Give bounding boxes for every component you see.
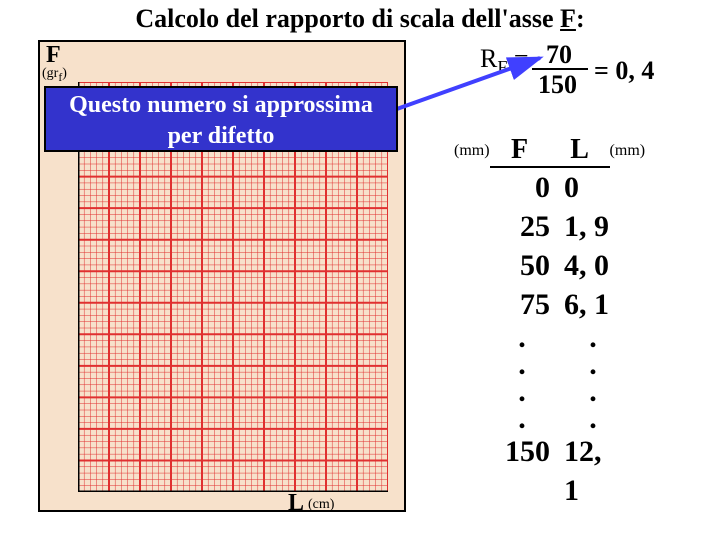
table-body: 0255075....150 01, 94, 06, 1....12, 1 [494,168,645,510]
title-post: : [576,4,585,33]
table-cell-f: . [494,351,550,378]
table-cell-f: 25 [494,207,550,246]
callout-line1: Questo numero si approssima [46,90,396,121]
table-cell-l: . [564,351,622,378]
axis-unit-f-post: ) [62,66,67,81]
table-cell-f: . [494,405,550,432]
page-title: Calcolo del rapporto di scala dell'asse … [0,4,720,34]
axis-unit-f-pre: (gr [42,66,58,81]
table-cell-f: . [494,378,550,405]
table-cell-l: 6, 1 [564,285,622,324]
table-cell-f: 0 [494,168,550,207]
table-cell-l: . [564,405,622,432]
table-head-f: F [490,134,550,168]
title-pre: Calcolo del rapporto di scala dell'asse [135,4,560,33]
table-header-row: (mm) F L (mm) [454,134,645,168]
table-cell-l: 0 [564,168,622,207]
table-cell-f: 50 [494,246,550,285]
table-head-l: L [550,134,610,168]
table-col-f: 0255075....150 [494,168,558,510]
data-table: (mm) F L (mm) 0255075....150 01, 94, 06,… [454,134,645,510]
table-cell-l: 1, 9 [564,207,622,246]
callout-box: Questo numero si approssima per difetto [44,86,398,152]
table-unit-right: (mm) [610,142,646,160]
axis-label-f: F [46,42,61,69]
table-cell-l: 4, 0 [564,246,622,285]
title-axis: F [560,4,576,33]
formula-result: = 0, 4 [594,56,654,86]
table-unit-left: (mm) [454,142,490,160]
axis-unit-f: (grf) [42,66,67,84]
table-col-l: 01, 94, 06, 1....12, 1 [558,168,622,510]
table-cell-l: . [564,378,622,405]
arrow-to-formula [390,50,550,120]
table-cell-f: . [494,324,550,351]
axis-label-l: L [288,490,304,517]
table-cell-l: 12, 1 [564,432,622,510]
table-cell-l: . [564,324,622,351]
table-cell-f: 150 [494,432,550,471]
table-cell-f: 75 [494,285,550,324]
axis-unit-l: (cm) [308,497,334,513]
callout-line2: per difetto [46,121,396,152]
